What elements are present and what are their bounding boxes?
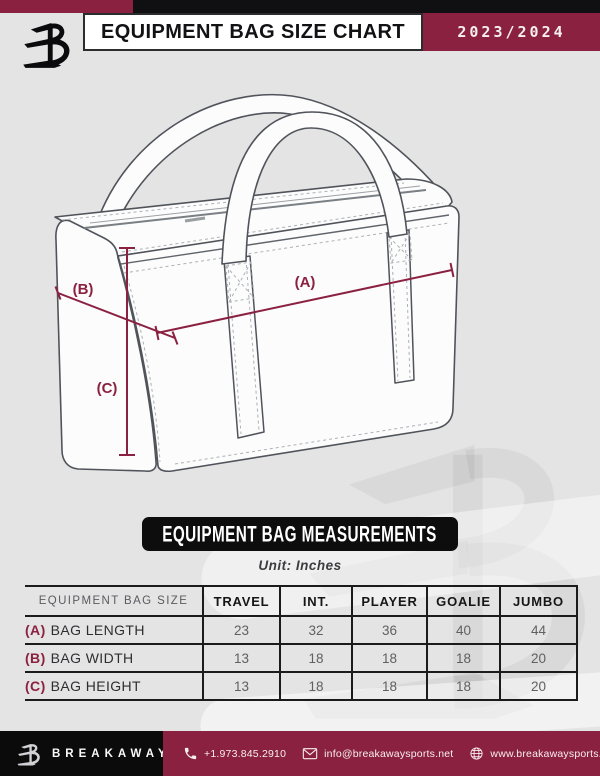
cell-value: 32 — [279, 616, 352, 645]
row-key: (C) — [25, 678, 46, 694]
row-label: BAG HEIGHT — [50, 678, 141, 694]
row-label: BAG LENGTH — [50, 622, 145, 638]
cell-value: 20 — [499, 672, 578, 701]
table-row: (B) BAG WIDTH 13 18 18 18 20 — [25, 644, 578, 673]
season-badge: 2023/2024 — [423, 13, 600, 51]
row-label: BAG WIDTH — [50, 650, 134, 666]
row-key: (B) — [25, 650, 46, 666]
top-strip-black — [133, 0, 600, 13]
brand-name: BREAKAWAY — [52, 747, 171, 760]
email-address: info@breakawaysports.net — [324, 747, 454, 760]
brand-monogram-icon — [20, 14, 74, 72]
cell-value: 18 — [279, 672, 352, 701]
col-header-player: PLAYER — [351, 585, 427, 617]
measurements-banner: EQUIPMENT BAG MEASUREMENTS — [142, 517, 458, 551]
page-title: EQUIPMENT BAG SIZE CHART — [83, 13, 423, 51]
table-row: (C) BAG HEIGHT 13 18 18 18 20 — [25, 672, 578, 701]
col-header-jumbo: JUMBO — [499, 585, 578, 617]
phone-contact: +1.973.845.2910 — [183, 746, 286, 761]
phone-icon — [184, 747, 197, 760]
bag-end-panel — [55, 219, 157, 472]
dimension-label-a: (A) — [295, 274, 316, 291]
col-header-goalie: GOALIE — [426, 585, 500, 617]
cell-value: 13 — [202, 672, 280, 701]
top-strip-maroon — [0, 0, 133, 13]
cell-value: 40 — [426, 616, 500, 645]
footer-brand-block: BREAKAWAY — [0, 731, 166, 776]
unit-note: Unit: Inches — [258, 558, 342, 573]
table-header-row: EQUIPMENT BAG SIZE TRAVEL INT. PLAYER GO… — [25, 585, 578, 617]
bag-front-handle — [221, 111, 408, 265]
email-contact: info@breakawaysports.net — [302, 747, 453, 761]
brand-monogram-icon — [16, 739, 42, 768]
cell-value: 44 — [499, 616, 578, 645]
cell-value: 20 — [499, 644, 578, 673]
cell-value: 36 — [351, 616, 427, 645]
phone-number: +1.973.845.2910 — [204, 747, 287, 760]
cell-value: 18 — [279, 644, 352, 673]
measurements-banner-label: EQUIPMENT BAG MEASUREMENTS — [162, 520, 438, 546]
cell-value: 18 — [351, 672, 427, 701]
footer-contact-bar: +1.973.845.2910 info@breakawaysports.net… — [163, 731, 600, 776]
website-url: www.breakawaysports.net — [490, 747, 600, 760]
col-header-travel: TRAVEL — [202, 585, 280, 617]
cell-value: 18 — [351, 644, 427, 673]
size-table: EQUIPMENT BAG SIZE TRAVEL INT. PLAYER GO… — [25, 585, 578, 701]
cell-value: 18 — [426, 644, 500, 673]
dimension-label-b: (B) — [73, 281, 94, 298]
website-contact: www.breakawaysports.net — [469, 746, 600, 761]
bag-front-face — [117, 205, 460, 473]
cell-value: 23 — [202, 616, 280, 645]
mail-icon — [302, 747, 318, 759]
row-key: (A) — [25, 622, 46, 638]
equipment-bag-diagram: (A) (B) (C) — [54, 93, 460, 473]
dimension-lines — [54, 247, 455, 456]
dimension-label-c: (C) — [97, 380, 118, 397]
cell-value: 18 — [426, 672, 500, 701]
col-header-size: EQUIPMENT BAG SIZE — [25, 585, 203, 617]
globe-icon — [470, 747, 483, 760]
col-header-int: INT. — [279, 585, 352, 617]
cell-value: 13 — [202, 644, 280, 673]
table-row: (A) BAG LENGTH 23 32 36 40 44 — [25, 616, 578, 645]
